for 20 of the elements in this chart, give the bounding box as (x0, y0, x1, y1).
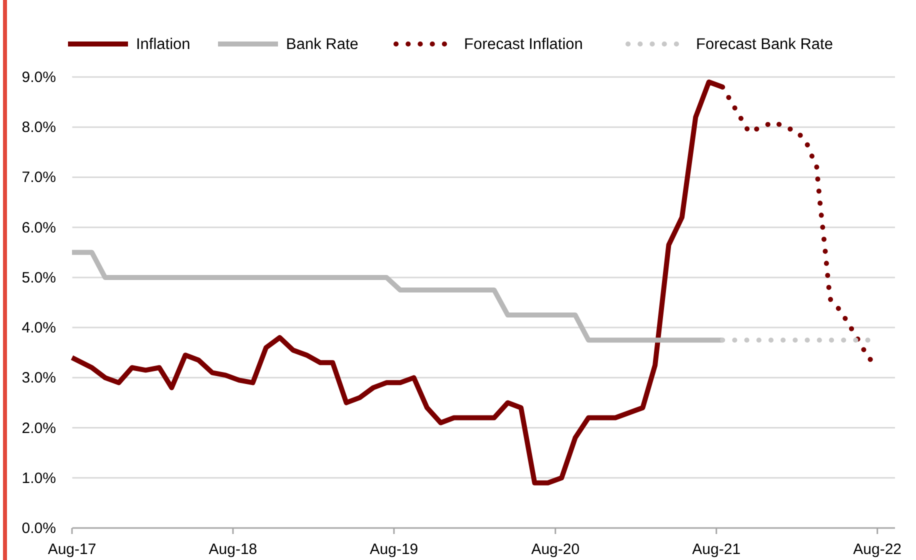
y-tick-label: 0.0% (22, 520, 56, 537)
y-tick-label: 8.0% (22, 119, 56, 136)
legend-label: Inflation (136, 36, 190, 53)
x-tick-label: Aug-22 (853, 541, 902, 558)
y-tick-label: 7.0% (22, 169, 56, 186)
legend-label: Forecast Inflation (464, 36, 583, 53)
y-tick-label: 1.0% (22, 470, 56, 487)
x-tick-label: Aug-20 (531, 541, 580, 558)
legend-label: Forecast Bank Rate (696, 36, 833, 53)
x-tick-label: Aug-18 (208, 541, 258, 558)
x-tick-label: Aug-21 (692, 541, 741, 558)
y-tick-label: 3.0% (22, 370, 56, 387)
y-tick-label: 5.0% (22, 269, 56, 286)
y-tick-label: 6.0% (22, 219, 56, 236)
y-tick-label: 2.0% (22, 420, 56, 437)
x-tick-label: Aug-17 (48, 541, 96, 558)
x-tick-label: Aug-19 (370, 541, 418, 558)
legend-label: Bank Rate (286, 36, 358, 53)
y-tick-label: 9.0% (22, 69, 56, 86)
y-tick-label: 4.0% (22, 320, 56, 337)
